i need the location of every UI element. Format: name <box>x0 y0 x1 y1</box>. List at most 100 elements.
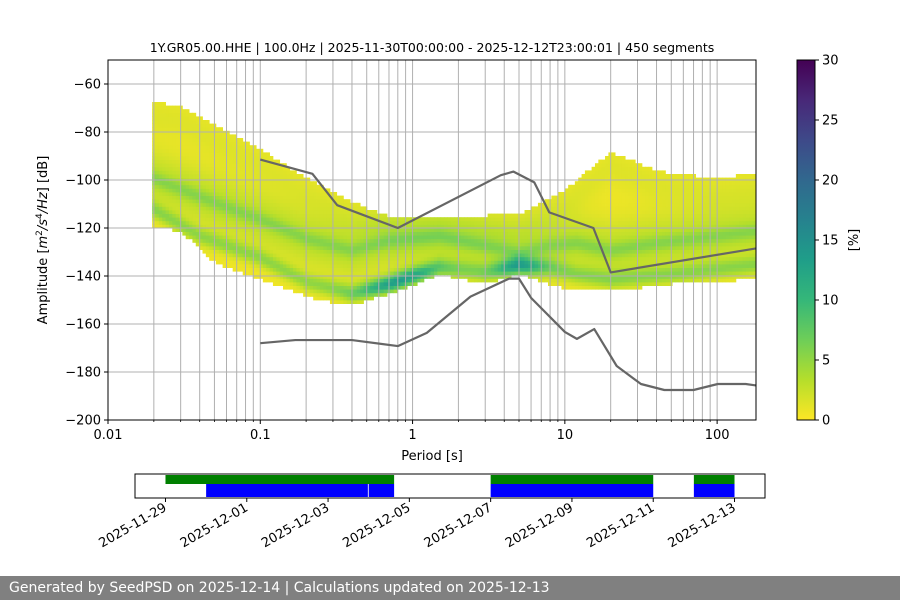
psd-cell <box>675 238 680 243</box>
psd-cell <box>611 267 616 272</box>
psd-cell <box>343 300 348 304</box>
psd-cell <box>340 220 344 225</box>
psd-cell <box>571 217 576 222</box>
psd-cell <box>662 278 666 283</box>
psd-cell <box>189 156 193 160</box>
psd-cell <box>185 220 190 225</box>
psd-cell <box>648 278 653 283</box>
psd-cell <box>363 206 368 211</box>
psd-cell <box>202 159 207 164</box>
psd-cell <box>262 238 267 243</box>
psd-cell <box>229 228 234 232</box>
psd-cell <box>195 174 200 178</box>
psd-cell <box>155 181 160 186</box>
psd-cell <box>588 220 593 225</box>
psd-cell <box>252 249 257 254</box>
psd-cell <box>574 260 579 265</box>
psd-cell <box>326 238 331 243</box>
psd-cell <box>621 202 626 207</box>
psd-cell <box>688 220 693 225</box>
psd-cell <box>333 246 338 250</box>
psd-cell <box>628 249 633 254</box>
psd-cell <box>658 231 663 236</box>
psd-cell <box>192 217 197 222</box>
psd-cell <box>611 166 616 171</box>
psd-cell <box>705 231 710 236</box>
psd-cell <box>209 199 213 204</box>
psd-cell <box>366 282 371 286</box>
psd-cell <box>658 202 663 207</box>
psd-cell <box>165 220 170 225</box>
psd-cell <box>276 181 281 186</box>
psd-cell <box>521 224 525 229</box>
psd-cell <box>329 260 334 265</box>
psd-cell <box>199 231 203 236</box>
psd-cell <box>732 199 737 204</box>
psd-cell <box>182 159 187 164</box>
psd-cell <box>286 181 291 186</box>
psd-cell <box>272 170 277 175</box>
psd-cell <box>296 195 301 200</box>
psd-cell <box>470 217 475 222</box>
psd-cell <box>490 256 495 261</box>
psd-cell <box>668 174 673 178</box>
psd-cell <box>678 202 683 207</box>
psd-cell <box>239 231 244 236</box>
psd-cell <box>168 199 173 204</box>
psd-cell <box>272 188 277 193</box>
psd-cell <box>698 224 703 229</box>
psd-cell <box>601 278 606 283</box>
psd-cell <box>507 228 512 232</box>
psd-cell <box>356 260 361 265</box>
psd-cell <box>393 256 398 261</box>
psd-cell <box>319 195 324 200</box>
psd-cell <box>283 224 287 229</box>
psd-cell <box>641 249 646 254</box>
psd-cell <box>692 184 697 189</box>
psd-cell <box>464 267 468 272</box>
psd-cell <box>155 224 160 229</box>
psd-cell <box>202 195 207 200</box>
psd-cell <box>554 267 559 272</box>
psd-cell <box>732 246 737 250</box>
psd-cell <box>695 249 700 254</box>
psd-cell <box>209 242 213 247</box>
psd-cell <box>380 242 385 247</box>
psd-cell <box>561 231 566 236</box>
psd-cell <box>370 224 374 229</box>
psd-cell <box>551 199 556 204</box>
psd-cell <box>205 249 210 254</box>
psd-cell <box>272 206 277 211</box>
psd-cell <box>303 289 307 294</box>
psd-cell <box>621 188 626 193</box>
psd-cell <box>524 253 529 258</box>
psd-cell <box>732 238 737 243</box>
psd-cell <box>672 242 676 247</box>
psd-cell <box>531 213 535 218</box>
psd-cell <box>460 224 465 229</box>
psd-cell <box>162 210 166 214</box>
psd-cell <box>625 163 629 168</box>
psd-cell <box>450 264 455 268</box>
psd-cell <box>645 246 650 250</box>
psd-cell <box>494 235 499 240</box>
psd-cell <box>222 264 227 268</box>
psd-cell <box>269 217 274 222</box>
psd-cell <box>534 213 539 218</box>
psd-cell <box>698 246 703 250</box>
psd-cell <box>155 102 160 106</box>
psd-cell <box>688 184 693 189</box>
psd-cell <box>534 260 539 265</box>
psd-cell <box>266 202 270 207</box>
psd-cell <box>340 264 344 268</box>
psd-cell <box>262 217 267 222</box>
psd-cell <box>501 253 505 258</box>
psd-cell <box>685 220 690 225</box>
psd-cell <box>205 152 210 157</box>
psd-cell <box>719 267 723 272</box>
psd-cell <box>514 246 519 250</box>
psd-cell <box>370 253 374 258</box>
psd-cell <box>682 264 686 268</box>
psd-cell <box>299 289 304 294</box>
psd-cell <box>584 249 589 254</box>
